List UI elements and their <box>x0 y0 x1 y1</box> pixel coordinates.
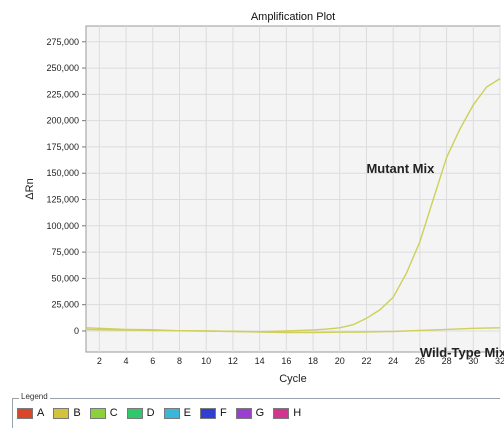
y-tick-label: 250,000 <box>46 63 79 73</box>
plot-area <box>85 25 501 353</box>
legend-swatch <box>53 407 70 419</box>
x-tick-label: 4 <box>124 356 129 366</box>
y-tick-label: 50,000 <box>51 273 79 283</box>
legend-label: H <box>293 407 302 419</box>
legend-item: C <box>89 407 118 419</box>
y-tick-label: 150,000 <box>46 168 79 178</box>
legend-item: B <box>53 407 81 419</box>
legend-item: H <box>273 407 301 419</box>
gridlines <box>86 26 501 352</box>
annotations: Mutant Mix Wild-Type Mix <box>366 161 504 360</box>
legend-label: B <box>73 407 81 419</box>
legend-label: C <box>109 407 118 419</box>
legend-label: D <box>146 407 155 419</box>
legend-swatch <box>17 407 33 419</box>
legend-swatch <box>163 407 180 419</box>
y-tick-label: 175,000 <box>46 142 79 152</box>
x-axis-ticks: 2 4 6 8 10 12 14 16 18 20 22 24 26 28 30 32 <box>97 356 504 366</box>
x-tick-label: 28 <box>442 356 452 366</box>
y-tick-label: 225,000 <box>46 89 79 99</box>
y-axis-title: ΔRn <box>24 178 36 199</box>
y-tick-label: 275,000 <box>46 37 79 47</box>
y-tick-label: 0 <box>74 326 79 336</box>
x-tick-label: 14 <box>255 356 265 366</box>
x-tick-label: 26 <box>415 356 425 366</box>
legend-swatch <box>199 407 216 419</box>
x-tick-label: 6 <box>150 356 155 366</box>
amplification-plot-chart: Amplification Plot 0 25,000 50,000 75,000 10… <box>24 11 504 385</box>
y-tick-label: 25,000 <box>51 300 79 310</box>
legend-swatch <box>126 407 143 419</box>
legend-caption: Legend <box>19 392 50 401</box>
x-tick-label: 30 <box>468 356 478 366</box>
legend-label: G <box>255 407 265 419</box>
legend-item: G <box>235 407 265 419</box>
legend-items: A B C D E F G H <box>17 407 310 419</box>
chart-title: Amplification Plot <box>251 11 335 23</box>
series-lines <box>85 78 501 334</box>
legend-swatch <box>273 407 290 419</box>
x-tick-label: 10 <box>201 356 211 366</box>
y-tick-label: 100,000 <box>46 221 79 231</box>
legend-label: A <box>37 407 45 419</box>
legend-item: D <box>126 407 155 419</box>
x-tick-label: 2 <box>97 356 102 366</box>
x-tick-label: 24 <box>388 356 398 366</box>
legend-item: A <box>17 407 44 419</box>
legend: Legend A B C D E F G H <box>12 392 500 428</box>
x-tick-label: 16 <box>281 356 291 366</box>
series-line-2 <box>85 327 501 334</box>
legend-swatch <box>235 407 252 419</box>
y-tick-label: 200,000 <box>46 116 79 126</box>
x-tick-label: 8 <box>177 356 182 366</box>
y-tick-label: 125,000 <box>46 195 79 205</box>
x-tick-label: 22 <box>361 356 371 366</box>
x-tick-label: 20 <box>335 356 345 366</box>
legend-label: F <box>219 407 227 419</box>
legend-swatch <box>89 407 106 419</box>
legend-label: E <box>183 407 191 419</box>
legend-item: F <box>199 407 227 419</box>
annotation-label: Wild-Type Mix <box>420 345 504 360</box>
x-axis-title: Cycle <box>279 373 307 385</box>
y-axis-ticks: 0 25,000 50,000 75,000 100,000 125,000 150,000… <box>46 37 86 336</box>
legend-item: E <box>163 407 191 419</box>
x-tick-label: 12 <box>228 356 238 366</box>
annotation-label: Mutant Mix <box>366 161 435 176</box>
x-tick-label: 18 <box>308 356 318 366</box>
y-tick-label: 75,000 <box>51 247 79 257</box>
x-tick-label: 32 <box>495 356 504 366</box>
